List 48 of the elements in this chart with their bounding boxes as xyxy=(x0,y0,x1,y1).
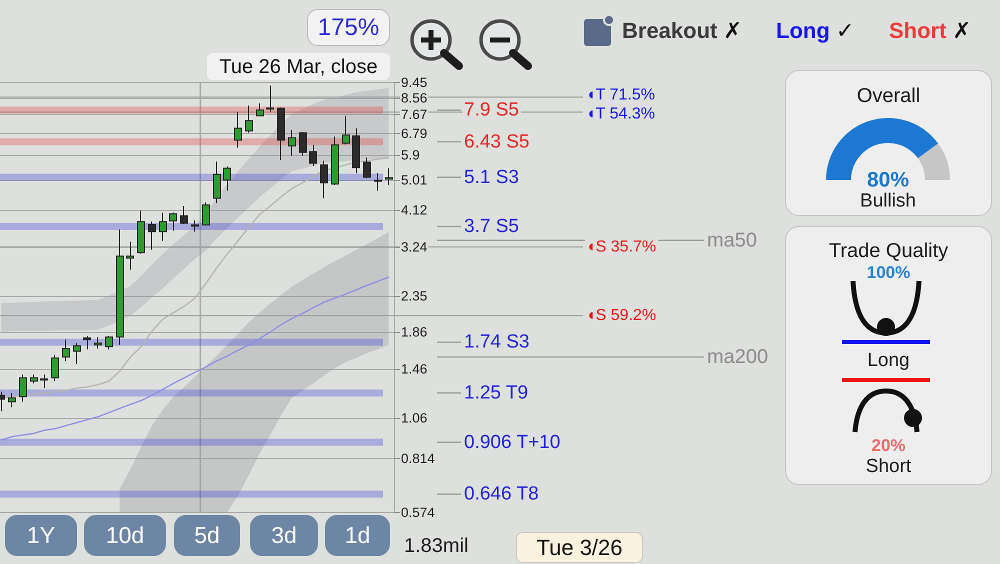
ref-line-label: ◖S 59.2% xyxy=(586,307,656,324)
text: Bullish xyxy=(860,190,916,212)
y-tick-label: 1.46 xyxy=(401,362,428,377)
y-tick-label: 1.86 xyxy=(401,324,428,340)
text: 1.83mil xyxy=(404,535,468,557)
ref-line-label: 0.906 T+10 xyxy=(464,432,560,453)
text: 175% xyxy=(318,14,380,40)
y-tick-label: 5.9 xyxy=(401,147,420,162)
y-tick-label: 1.06 xyxy=(401,410,428,426)
text: Breakout ✗ xyxy=(622,18,742,43)
y-tick-label: 5.01 xyxy=(401,172,428,188)
ref-line-label: ma200 xyxy=(707,346,768,368)
ref-line-label: 5.1 S3 xyxy=(464,166,519,188)
text: Long ✓ xyxy=(776,18,854,43)
button: 3d xyxy=(250,515,318,556)
y-tick-label: 4.12 xyxy=(401,202,428,218)
button: 1d xyxy=(325,515,390,556)
ref-line-label: 1.74 S3 xyxy=(464,332,530,353)
text: Short ✗ xyxy=(889,18,972,43)
y-tick-label: 9.45 xyxy=(401,75,428,90)
button: 10d xyxy=(84,515,166,556)
y-tick-label: 2.35 xyxy=(401,288,428,304)
chart-title: Overall xyxy=(856,85,920,107)
y-tick-label: 0.814 xyxy=(401,451,436,466)
button: 1Y xyxy=(5,515,77,556)
ref-line-label: ◖T 54.3% xyxy=(586,106,655,123)
text: 100% xyxy=(866,262,910,282)
text: Short xyxy=(866,456,912,476)
text: Tue 3/26 xyxy=(536,534,623,560)
ref-line-label: ◖T 71.5% xyxy=(586,86,655,104)
ref-line-label: 0.646 T8 xyxy=(464,484,539,505)
text: 20% xyxy=(871,436,906,454)
button: 5d xyxy=(174,515,240,556)
data-label: 80% xyxy=(866,168,910,192)
ref-line-label: 3.7 S5 xyxy=(464,216,519,238)
ref-line-label: 1.25 T9 xyxy=(464,382,528,404)
ref-line-label: ma50 xyxy=(707,229,758,252)
text: Tue 26 Mar, close xyxy=(219,56,378,78)
ref-line-label: ◖S 35.7% xyxy=(586,238,656,256)
text: Trade Quality xyxy=(828,240,948,262)
y-tick-label: 0.574 xyxy=(401,504,436,520)
text: Long xyxy=(867,350,910,370)
ref-line-label: 6.43 S5 xyxy=(464,131,530,152)
y-tick-label: 8.56 xyxy=(401,90,428,106)
y-tick-label: 6.79 xyxy=(401,126,428,141)
y-tick-label: 7.67 xyxy=(401,107,428,122)
ref-line-label: 7.9 S5 xyxy=(464,100,519,121)
y-tick-label: 3.24 xyxy=(401,239,428,254)
